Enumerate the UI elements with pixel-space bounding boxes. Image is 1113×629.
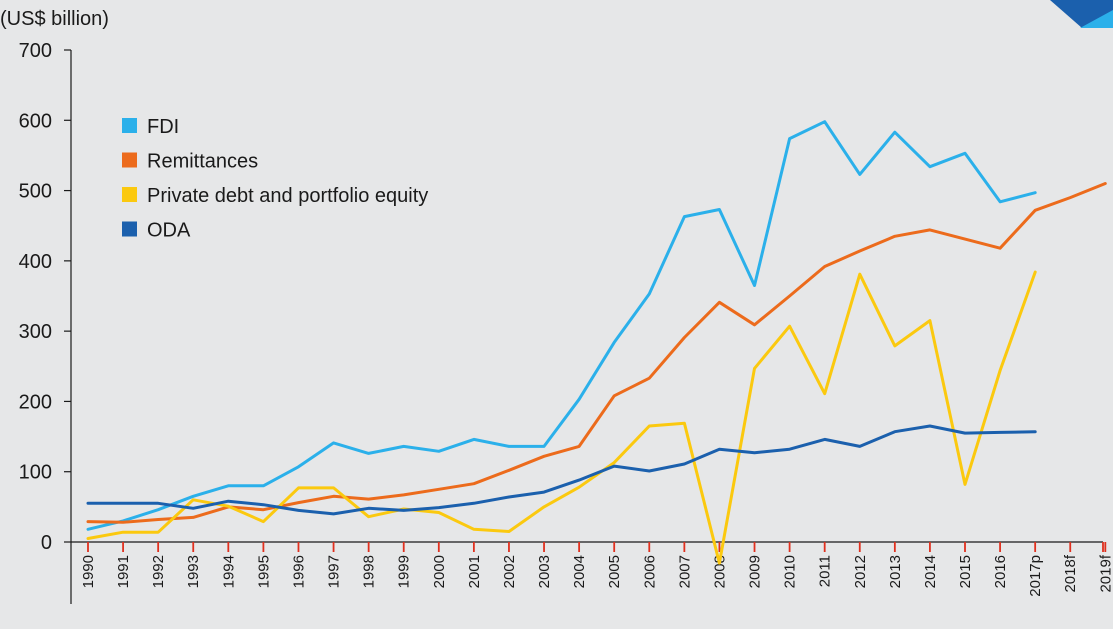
x-tick-label: 2012 xyxy=(852,555,869,588)
legend-swatch xyxy=(122,152,137,168)
x-tick-label: 2008 xyxy=(711,555,728,588)
legend-swatch xyxy=(122,118,137,133)
series-line-fdi xyxy=(86,120,1037,531)
x-tick-label: 2018f xyxy=(1062,554,1079,592)
x-tick-label: 1997 xyxy=(326,555,343,588)
y-tick-label: 400 xyxy=(19,251,52,273)
legend-swatch xyxy=(122,187,137,202)
corner-shape-light xyxy=(1080,10,1113,28)
x-tick-label: 2007 xyxy=(676,555,693,588)
y-tick-label: 200 xyxy=(19,391,52,413)
x-tick-label: 2019f xyxy=(1097,554,1113,592)
unit-label: (US$ billion) xyxy=(0,8,109,30)
y-tick-label: 700 xyxy=(19,40,52,62)
x-tick-label: 1999 xyxy=(396,555,413,588)
x-tick-label: 2009 xyxy=(747,555,764,588)
legend-label: Remittances xyxy=(147,151,258,173)
x-tick-label: 2017p xyxy=(1027,555,1044,597)
y-tick-label: 600 xyxy=(19,110,52,132)
x-tick-label: 2001 xyxy=(466,555,483,588)
legend-label: Private debt and portfolio equity xyxy=(147,185,428,207)
x-tick-label: 2010 xyxy=(782,555,799,588)
y-tick-label: 0 xyxy=(41,532,52,554)
x-tick-label: 2013 xyxy=(887,555,904,588)
x-tick-label: 1995 xyxy=(255,555,272,588)
legend: FDI Remittances Private debt and portfolio… xyxy=(122,116,428,242)
x-tick-label: 2015 xyxy=(957,555,974,588)
series-line-oda xyxy=(86,424,1037,516)
x-axis: 1990 1991 1992 1993 1994 1995 1996 1997 1998 1999… xyxy=(71,541,1113,597)
x-tick-label: 2003 xyxy=(536,555,553,588)
x-tick-label: 2011 xyxy=(817,555,834,587)
x-tick-label: 2004 xyxy=(571,555,588,588)
x-tick-label: 1990 xyxy=(80,555,97,588)
legend-swatch xyxy=(122,221,137,237)
x-tick-label: 1993 xyxy=(185,555,202,588)
x-tick-label: 2005 xyxy=(606,555,623,588)
legend-label: ODA xyxy=(147,220,191,242)
legend-label: FDI xyxy=(147,116,179,138)
series-line-remittances xyxy=(86,182,1107,524)
x-tick-label: 1991 xyxy=(115,555,132,588)
x-tick-label: 1994 xyxy=(220,555,237,588)
x-tick-label: 2014 xyxy=(922,555,939,588)
y-tick-label: 300 xyxy=(19,321,52,343)
series-line-private-debt-and-portfolio-equity xyxy=(86,270,1037,565)
x-tick-label: 2006 xyxy=(641,555,658,588)
x-tick-label: 1998 xyxy=(361,555,378,588)
corner-decoration xyxy=(1050,0,1113,28)
y-tick-label: 500 xyxy=(19,181,52,203)
x-tick-label: 2002 xyxy=(501,555,518,588)
series-group xyxy=(86,120,1107,565)
x-tick-label: 2000 xyxy=(431,555,448,588)
y-tick-label: 100 xyxy=(19,462,52,484)
x-tick-label: 1992 xyxy=(150,555,167,588)
x-tick-label: 1996 xyxy=(290,555,307,588)
x-tick-label: 2016 xyxy=(992,555,1009,588)
y-axis: 0 100 200 300 400 500 600 700 xyxy=(19,40,72,604)
